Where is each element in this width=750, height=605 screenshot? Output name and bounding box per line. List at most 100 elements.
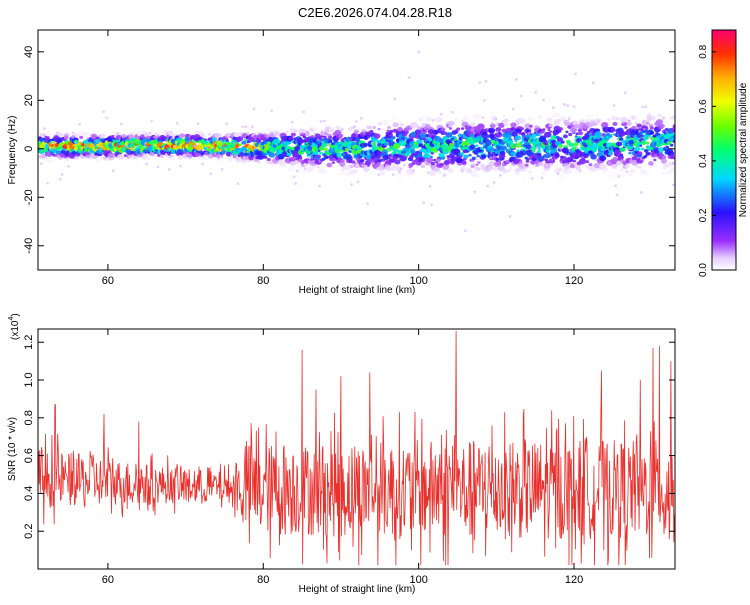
spectrogram-cell [476, 154, 480, 158]
spectrogram-cell [356, 180, 360, 184]
spectrogram-cell [243, 150, 246, 154]
spectrogram-cell [634, 115, 639, 119]
spectrogram-cell [532, 157, 536, 161]
spectrogram-cell [552, 112, 560, 119]
spectrogram-cell [286, 165, 294, 172]
spectrogram-cell [562, 134, 568, 139]
spectrogram-cell [662, 117, 665, 120]
spectrogram-cell [424, 176, 431, 183]
spectrogram-cell [469, 122, 476, 127]
spectrogram-cell [614, 157, 618, 160]
spectrogram-cell [639, 144, 643, 147]
spectrogram-cell [328, 139, 333, 143]
figure-title: C2E6.2026.074.04.28.R18 [298, 5, 452, 20]
spectrogram-cell [537, 147, 541, 151]
spectrogram-cell [648, 161, 654, 166]
spectrogram-cell [57, 132, 63, 137]
spectrogram-y-axis-label: Frequency (Hz) [7, 116, 18, 185]
spectrogram-cell [341, 166, 347, 171]
spectrogram-cell [236, 136, 244, 142]
spectrogram-cell [391, 115, 399, 121]
spectrogram-cell [619, 137, 624, 141]
spectrogram-cell [554, 152, 559, 156]
spectrogram-cell [238, 143, 242, 147]
spectrogram-cell [416, 126, 422, 130]
spectrogram-cell [340, 159, 345, 164]
spectrogram-cell [537, 150, 541, 154]
x-tick-label: 80 [257, 574, 269, 586]
spectrogram-cell [550, 158, 554, 162]
snr-y-axis-label: SNR (10 * v/v) [7, 417, 18, 481]
snr-x-axis-label: Height of straight line (km) [299, 584, 416, 595]
spectrogram-cell [545, 149, 550, 153]
spectrogram-cell [152, 155, 158, 160]
spectrogram-cell [534, 91, 537, 94]
spectrogram-cell [78, 123, 81, 126]
spectrogram-cell [417, 50, 421, 54]
spectrogram-cell [369, 126, 373, 130]
spectrogram-cell [317, 149, 321, 152]
spectrogram-cell [448, 127, 453, 130]
spectrogram-cell [598, 175, 602, 179]
spectrogram-cell [313, 164, 317, 168]
spectrogram-cell [463, 154, 469, 159]
spectrogram-cell [46, 131, 51, 135]
spectrogram-cell [501, 145, 508, 151]
spectrogram-cell [645, 122, 650, 125]
spectrogram-cell [467, 124, 470, 127]
spectrogram-cell [460, 152, 465, 156]
spectrogram-cell [477, 161, 481, 164]
spectrogram-cell [227, 156, 234, 162]
spectrogram-cell [305, 141, 309, 145]
spectrogram-cell [241, 125, 245, 129]
spectrogram-cell [524, 163, 529, 167]
spectrogram-cell [350, 183, 353, 187]
spectrogram-cell [597, 120, 601, 123]
spectrogram-cell [377, 121, 383, 126]
y-tick-label: 0 [23, 146, 35, 152]
spectrogram-cell [525, 144, 532, 150]
spectrogram-cell [377, 128, 381, 131]
spectrogram-cell [371, 141, 374, 145]
spectrogram-cell [443, 174, 446, 177]
spectrogram-cell [519, 94, 523, 98]
spectrogram-cell [563, 119, 570, 125]
spectrogram-cell [542, 128, 546, 131]
spectrogram-cell [469, 133, 474, 137]
spectrogram-cell [169, 132, 176, 137]
spectrogram-cell [449, 143, 454, 147]
spectrogram-cell [266, 157, 271, 162]
spectrogram-cell [399, 123, 404, 127]
spectrogram-cell [475, 157, 478, 161]
spectrogram-cell [473, 113, 481, 120]
spectrogram-cell [481, 154, 487, 159]
spectrogram-cell [473, 147, 478, 151]
spectrogram-cell [111, 169, 115, 173]
spectrogram-cell [386, 129, 390, 132]
spectrogram-cell [492, 181, 496, 184]
y-tick-label: 0.8 [23, 410, 35, 425]
spectrogram-cell [303, 167, 307, 171]
spectrogram-cell [567, 117, 571, 121]
spectrogram-cell [560, 116, 566, 122]
spectrogram-cell [288, 136, 294, 141]
spectrogram-cell [323, 119, 326, 123]
spectrogram-cell [443, 166, 447, 169]
spectrogram-x-ticks: 60 80 100 120 [102, 30, 583, 287]
spectrogram-cell [72, 144, 76, 147]
spectrogram-cell [278, 170, 281, 173]
spectrogram-cell [391, 135, 396, 140]
spectrogram-cell [645, 141, 650, 145]
spectrogram-cell [180, 133, 186, 137]
snr-panel: 60 80 100 120 0.2 0.4 0.6 0.8 1.0 1.2 Height of … [7, 313, 676, 595]
spectrogram-cell [355, 120, 358, 123]
spectrogram-cell [612, 121, 618, 126]
spectrogram-cell [673, 166, 675, 171]
spectrogram-cell [328, 135, 333, 139]
spectrogram-cell [214, 132, 222, 139]
y-tick-label: 0.2 [23, 524, 35, 539]
spectrogram-cell [349, 178, 355, 183]
spectrogram-cell [335, 125, 341, 130]
spectrogram-cell [491, 121, 494, 125]
spectrogram-cell [568, 132, 573, 137]
